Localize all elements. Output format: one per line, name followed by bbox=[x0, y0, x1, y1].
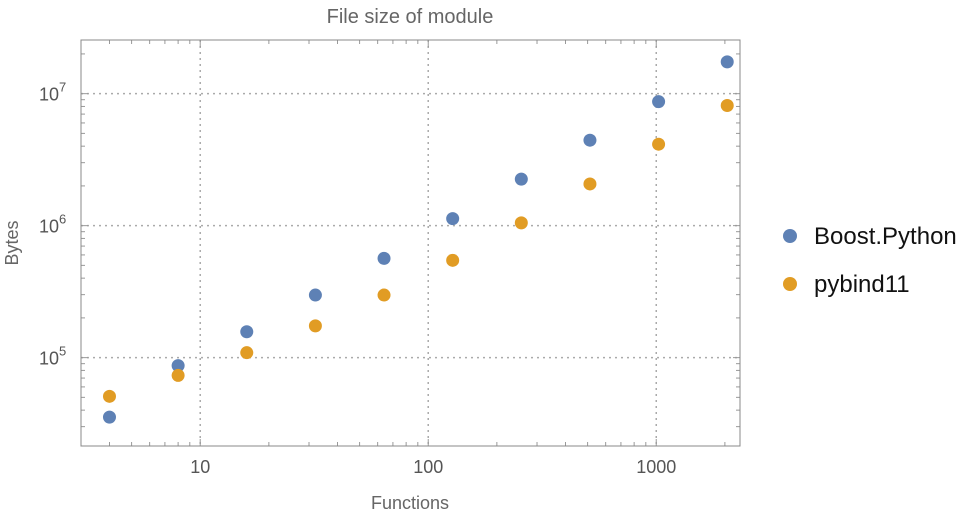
data-point-boost-python bbox=[652, 95, 666, 109]
data-point-pybind11 bbox=[102, 389, 116, 403]
x-axis-label: Functions bbox=[371, 493, 449, 513]
data-point-pybind11 bbox=[720, 99, 734, 113]
data-point-pybind11 bbox=[171, 368, 185, 382]
data-point-boost-python bbox=[446, 212, 460, 226]
x-tick-label: 10 bbox=[190, 457, 210, 477]
data-point-boost-python bbox=[583, 133, 597, 147]
legend-label: pybind11 bbox=[814, 271, 910, 298]
data-point-boost-python bbox=[171, 359, 185, 373]
data-point-pybind11 bbox=[377, 288, 391, 302]
chart-title: File size of module bbox=[327, 6, 494, 28]
y-tick-label: 107 bbox=[39, 80, 66, 105]
legend-marker bbox=[783, 277, 797, 291]
data-point-boost-python bbox=[308, 288, 322, 302]
data-point-boost-python bbox=[102, 410, 116, 424]
data-point-boost-python bbox=[720, 55, 734, 69]
legend-marker bbox=[783, 229, 797, 243]
data-point-pybind11 bbox=[240, 346, 254, 360]
x-tick-label: 1000 bbox=[636, 457, 676, 477]
data-point-pybind11 bbox=[446, 253, 460, 267]
y-tick-label: 105 bbox=[39, 344, 66, 369]
plot-frame bbox=[80, 39, 741, 447]
x-tick-label: 100 bbox=[413, 457, 443, 477]
data-point-boost-python bbox=[514, 172, 528, 186]
data-point-pybind11 bbox=[308, 319, 322, 333]
data-point-pybind11 bbox=[583, 177, 597, 191]
data-point-pybind11 bbox=[652, 137, 666, 151]
y-tick-label: 106 bbox=[39, 212, 66, 237]
legend-label: Boost.Python bbox=[814, 223, 957, 250]
data-point-boost-python bbox=[240, 325, 254, 339]
y-axis-label: Bytes bbox=[2, 220, 22, 265]
data-point-pybind11 bbox=[514, 216, 528, 230]
data-point-boost-python bbox=[377, 251, 391, 265]
